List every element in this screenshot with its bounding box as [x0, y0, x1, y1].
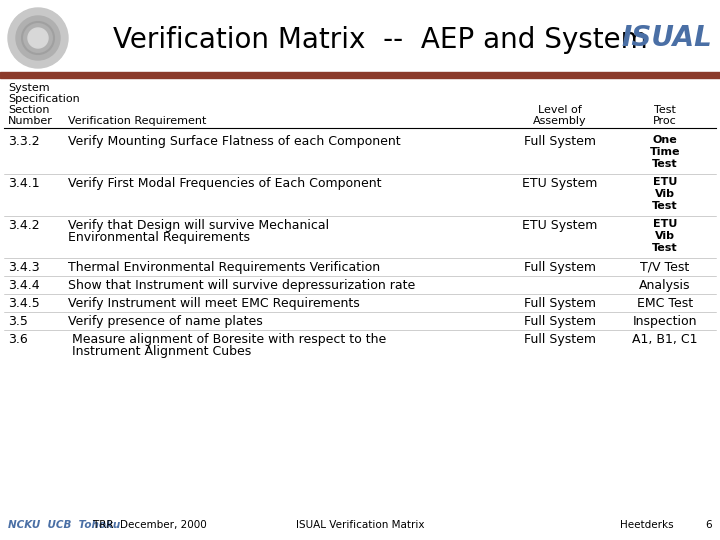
Text: T/V Test: T/V Test	[640, 261, 690, 274]
Text: Proc: Proc	[653, 116, 677, 126]
Text: ETU System: ETU System	[522, 219, 598, 232]
Text: Full System: Full System	[524, 315, 596, 328]
Text: Test: Test	[654, 105, 676, 115]
Text: Verify that Design will survive Mechanical: Verify that Design will survive Mechanic…	[68, 219, 329, 232]
Text: Instrument Alignment Cubes: Instrument Alignment Cubes	[68, 345, 251, 358]
Text: NCKU  UCB  Tohoku: NCKU UCB Tohoku	[8, 520, 120, 530]
Text: 3.4.5: 3.4.5	[8, 297, 40, 310]
Text: 3.4.3: 3.4.3	[8, 261, 40, 274]
Text: 6: 6	[706, 520, 712, 530]
Text: ISUAL Verification Matrix: ISUAL Verification Matrix	[296, 520, 424, 530]
Text: ETU: ETU	[653, 177, 678, 187]
Text: Measure alignment of Boresite with respect to the: Measure alignment of Boresite with respe…	[68, 333, 386, 346]
Text: 3.5: 3.5	[8, 315, 28, 328]
Circle shape	[16, 16, 60, 60]
Circle shape	[8, 8, 68, 68]
Text: Time: Time	[649, 147, 680, 157]
Text: Verification Matrix  --  AEP and System: Verification Matrix -- AEP and System	[112, 26, 647, 54]
Text: 3.4.4: 3.4.4	[8, 279, 40, 292]
Text: Full System: Full System	[524, 135, 596, 148]
Text: ETU: ETU	[653, 219, 678, 229]
Text: Verify Instrument will meet EMC Requirements: Verify Instrument will meet EMC Requirem…	[68, 297, 360, 310]
Text: Test: Test	[652, 201, 678, 211]
Text: Inspection: Inspection	[633, 315, 697, 328]
Text: Verification Requirement: Verification Requirement	[68, 116, 207, 126]
Text: Verify Mounting Surface Flatness of each Component: Verify Mounting Surface Flatness of each…	[68, 135, 400, 148]
Text: 3.4.1: 3.4.1	[8, 177, 40, 190]
Text: Assembly: Assembly	[534, 116, 587, 126]
Text: EMC Test: EMC Test	[637, 297, 693, 310]
Text: Vib: Vib	[655, 189, 675, 199]
Text: 3.3.2: 3.3.2	[8, 135, 40, 148]
Text: 3.6: 3.6	[8, 333, 28, 346]
Text: Full System: Full System	[524, 297, 596, 310]
Text: Specification: Specification	[8, 94, 80, 104]
Text: Section: Section	[8, 105, 50, 115]
Text: Show that Instrument will survive depressurization rate: Show that Instrument will survive depres…	[68, 279, 415, 292]
Text: Test: Test	[652, 243, 678, 253]
Text: Vib: Vib	[655, 231, 675, 241]
Text: Test: Test	[652, 159, 678, 169]
Text: A1, B1, C1: A1, B1, C1	[632, 333, 698, 346]
Circle shape	[28, 28, 48, 48]
Bar	[0, 72, 720, 78]
Text: Environmental Requirements: Environmental Requirements	[68, 231, 250, 244]
Text: Full System: Full System	[524, 261, 596, 274]
Text: System: System	[8, 83, 50, 93]
Text: One: One	[652, 135, 678, 145]
Text: Full System: Full System	[524, 333, 596, 346]
Text: TRR  December, 2000: TRR December, 2000	[80, 520, 207, 530]
Text: Verify First Modal Frequencies of Each Component: Verify First Modal Frequencies of Each C…	[68, 177, 382, 190]
Text: ISUAL: ISUAL	[621, 24, 712, 52]
Text: 3.4.2: 3.4.2	[8, 219, 40, 232]
Text: Thermal Environmental Requirements Verification: Thermal Environmental Requirements Verif…	[68, 261, 380, 274]
Text: Level of: Level of	[538, 105, 582, 115]
Text: ETU System: ETU System	[522, 177, 598, 190]
Text: Verify presence of name plates: Verify presence of name plates	[68, 315, 263, 328]
Text: Number: Number	[8, 116, 53, 126]
Text: Heetderks: Heetderks	[620, 520, 674, 530]
Text: Analysis: Analysis	[639, 279, 690, 292]
